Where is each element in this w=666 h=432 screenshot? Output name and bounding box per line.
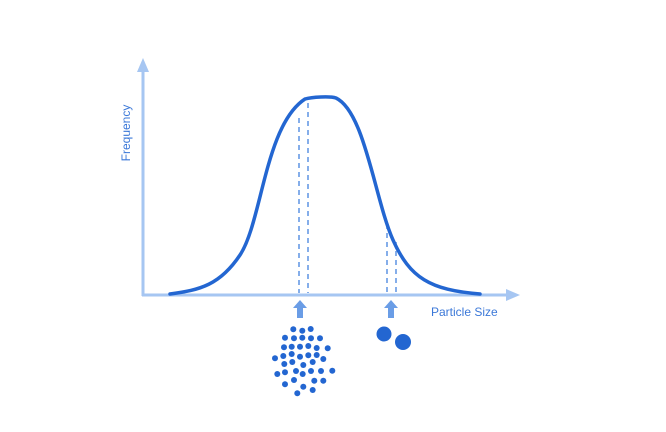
small-particle (299, 327, 306, 334)
small-particle (317, 335, 323, 342)
small-particle (313, 352, 320, 358)
up-arrow-icon (384, 300, 398, 318)
small-particle (293, 368, 299, 374)
small-particle (309, 387, 316, 393)
small-particle (320, 356, 327, 362)
small-particle (305, 352, 312, 359)
small-particle (281, 361, 288, 367)
small-particle (280, 353, 287, 359)
small-particle (305, 343, 312, 349)
small-particle (299, 334, 306, 341)
small-particle (282, 381, 288, 388)
small-particle (297, 353, 303, 360)
small-particle (309, 359, 316, 365)
y-axis-arrow-icon (137, 58, 149, 72)
small-particle (297, 343, 303, 350)
small-particle (299, 371, 306, 377)
small-particle (281, 344, 287, 351)
x-axis-arrow-icon (506, 289, 520, 301)
y-axis-label: Frequency (119, 105, 133, 162)
up-arrow-icon (293, 300, 307, 318)
small-particle (282, 369, 288, 376)
small-particle (272, 355, 278, 362)
distribution-curve (168, 95, 482, 296)
small-particle (294, 390, 301, 397)
small-particle (318, 368, 324, 374)
small-particle (307, 326, 314, 332)
small-particle (300, 362, 307, 368)
small-particle (291, 335, 297, 342)
small-particles-cluster-icon (272, 326, 336, 397)
large-particle (376, 326, 392, 342)
small-particle (289, 359, 296, 365)
small-particle (288, 351, 295, 357)
small-particle (320, 377, 327, 384)
small-particle (288, 343, 295, 350)
x-axis-label: Particle Size (431, 305, 498, 319)
small-particle (290, 326, 297, 333)
small-particle (313, 345, 320, 351)
small-particle (311, 377, 318, 384)
small-particle (274, 371, 281, 377)
small-particle (324, 345, 331, 352)
large-particles-icon (376, 326, 411, 350)
small-particle (308, 335, 314, 342)
small-particle (308, 368, 314, 374)
large-particle (395, 334, 411, 350)
small-particle (291, 377, 297, 383)
small-particle (329, 367, 336, 374)
small-particle (282, 334, 288, 341)
dashed-markers (298, 103, 397, 293)
small-particle (300, 383, 307, 390)
